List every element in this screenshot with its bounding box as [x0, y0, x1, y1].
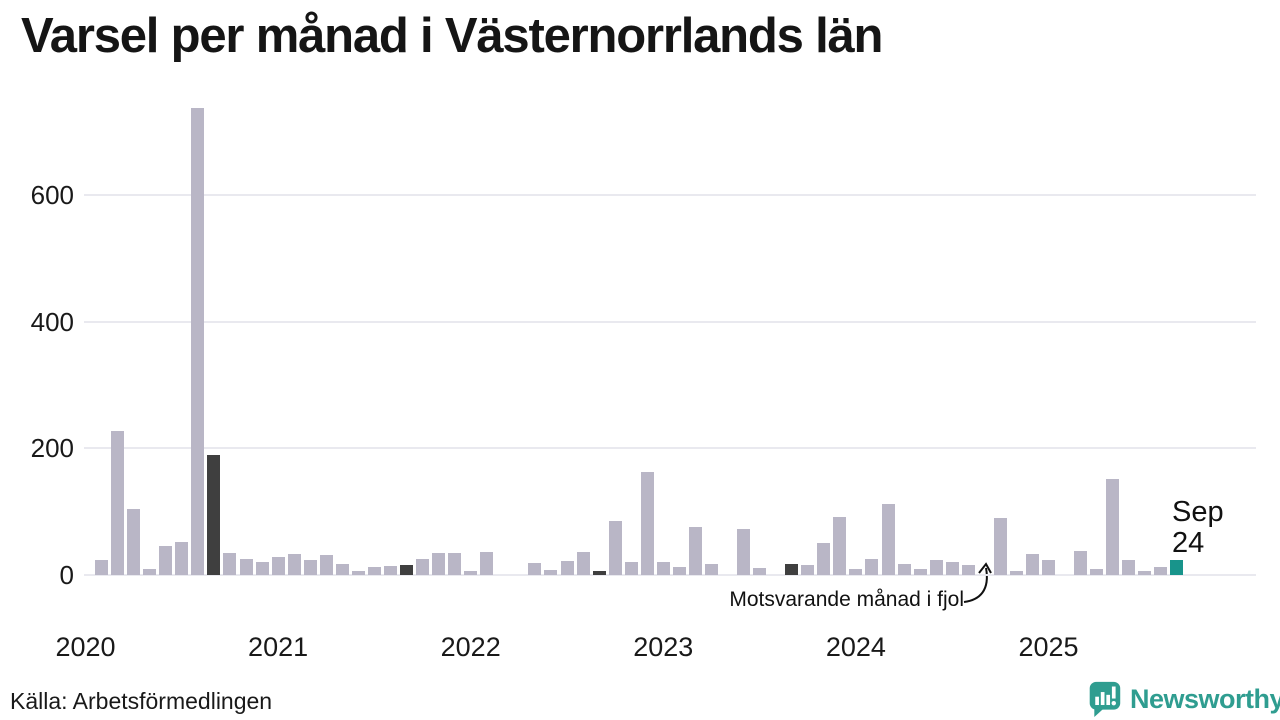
- bar-2021-12: [448, 553, 462, 575]
- bar-2020-07: [175, 542, 189, 575]
- bar-2021-06: [351, 571, 365, 575]
- gridline-0: [84, 574, 1256, 576]
- bar-2021-08: [383, 566, 397, 575]
- bar-2023-11: [817, 543, 831, 575]
- bar-2022-07: [560, 561, 574, 575]
- bar-2025-03: [1074, 551, 1088, 575]
- bar-2020-06: [159, 546, 173, 575]
- gridline-200: [84, 447, 1256, 450]
- bar-2023-12: [833, 517, 847, 575]
- bar-2022-02: [480, 552, 494, 575]
- bar-2020-09: [207, 455, 221, 575]
- latest-value-text: 24: [1172, 527, 1205, 559]
- bar-2020-05: [143, 569, 157, 575]
- bar-2021-01: [271, 557, 285, 575]
- bar-2021-02: [287, 554, 301, 575]
- x-year-label-2021: 2021: [248, 632, 309, 662]
- bar-2024-10: [993, 518, 1007, 575]
- x-year-label-2020: 2020: [55, 632, 116, 662]
- bar-2022-10: [608, 521, 622, 575]
- gridline-400: [84, 320, 1256, 323]
- bar-2021-04: [319, 555, 333, 575]
- bar-2024-06: [929, 560, 943, 575]
- gridline-600: [84, 193, 1256, 196]
- y-tick-label-600: 600: [30, 179, 74, 210]
- newsworthy-brand: Newsworthy: [1086, 680, 1280, 718]
- y-tick-label-200: 200: [30, 433, 74, 464]
- bar-2024-04: [897, 564, 911, 575]
- bar-2023-01: [656, 562, 670, 575]
- bar-2025-04: [1090, 569, 1104, 575]
- bar-2024-08: [961, 565, 975, 575]
- bar-2022-01: [464, 571, 478, 575]
- bar-2023-02: [672, 567, 686, 575]
- bar-2023-07: [753, 568, 767, 575]
- bar-2025-01: [1042, 560, 1055, 575]
- bar-2023-04: [704, 564, 718, 575]
- bar-2022-12: [640, 472, 654, 575]
- bar-2023-03: [688, 527, 702, 575]
- bar-2025-07: [1138, 571, 1152, 575]
- y-tick-label-400: 400: [30, 306, 74, 337]
- bar-2020-04: [127, 509, 141, 575]
- bar-2023-09: [785, 564, 799, 575]
- bar-2021-10: [416, 559, 430, 575]
- bar-2020-08: [191, 108, 205, 575]
- bar-2024-12: [1025, 554, 1039, 575]
- bar-2022-06: [544, 570, 558, 575]
- bar-2022-05: [528, 563, 542, 575]
- newsworthy-wordmark: Newsworthy: [1130, 683, 1280, 714]
- bar-2024-03: [881, 504, 895, 575]
- bar-2021-11: [432, 553, 446, 575]
- bar-2021-07: [367, 567, 381, 575]
- bar-2024-11: [1009, 571, 1023, 575]
- x-year-label-2022: 2022: [440, 632, 501, 662]
- bar-2020-12: [255, 562, 269, 575]
- x-year-label-2025: 2025: [1018, 632, 1079, 662]
- newsworthy-logo-icon: [1089, 681, 1121, 718]
- bar-2022-08: [576, 552, 590, 575]
- bar-2020-11: [239, 559, 253, 575]
- bar-2023-10: [801, 565, 815, 575]
- bar-2025-05: [1106, 479, 1120, 575]
- annotation-text: Motsvarande månad i fjol: [729, 588, 964, 611]
- source-text: Källa: Arbetsförmedlingen: [10, 688, 273, 714]
- bar-2023-06: [737, 529, 751, 575]
- bar-2021-03: [303, 560, 317, 575]
- annotation-arrow-icon: [963, 562, 992, 603]
- bar-2025-08: [1154, 567, 1168, 575]
- bar-2024-02: [865, 559, 879, 575]
- bar-2022-09: [592, 571, 606, 575]
- bar-2022-11: [624, 562, 638, 575]
- chart-title: Varsel per månad i Västernorrlands län: [21, 9, 883, 63]
- y-tick-label-0: 0: [59, 560, 74, 590]
- bar-2020-10: [223, 553, 237, 575]
- bar-2020-03: [111, 431, 125, 575]
- bar-2025-09: [1170, 560, 1184, 575]
- bar-2021-05: [335, 564, 349, 575]
- bar-2024-05: [913, 569, 927, 575]
- bar-2025-06: [1122, 560, 1136, 575]
- bar-2024-07: [945, 562, 959, 575]
- latest-point-label: Sep 24: [1172, 497, 1224, 559]
- latest-month-text: Sep: [1172, 496, 1224, 528]
- x-year-label-2024: 2024: [825, 632, 886, 662]
- bar-2024-01: [849, 569, 863, 575]
- bar-2021-09: [400, 565, 413, 575]
- x-year-label-2023: 2023: [633, 632, 694, 662]
- bar-2020-02: [95, 560, 109, 575]
